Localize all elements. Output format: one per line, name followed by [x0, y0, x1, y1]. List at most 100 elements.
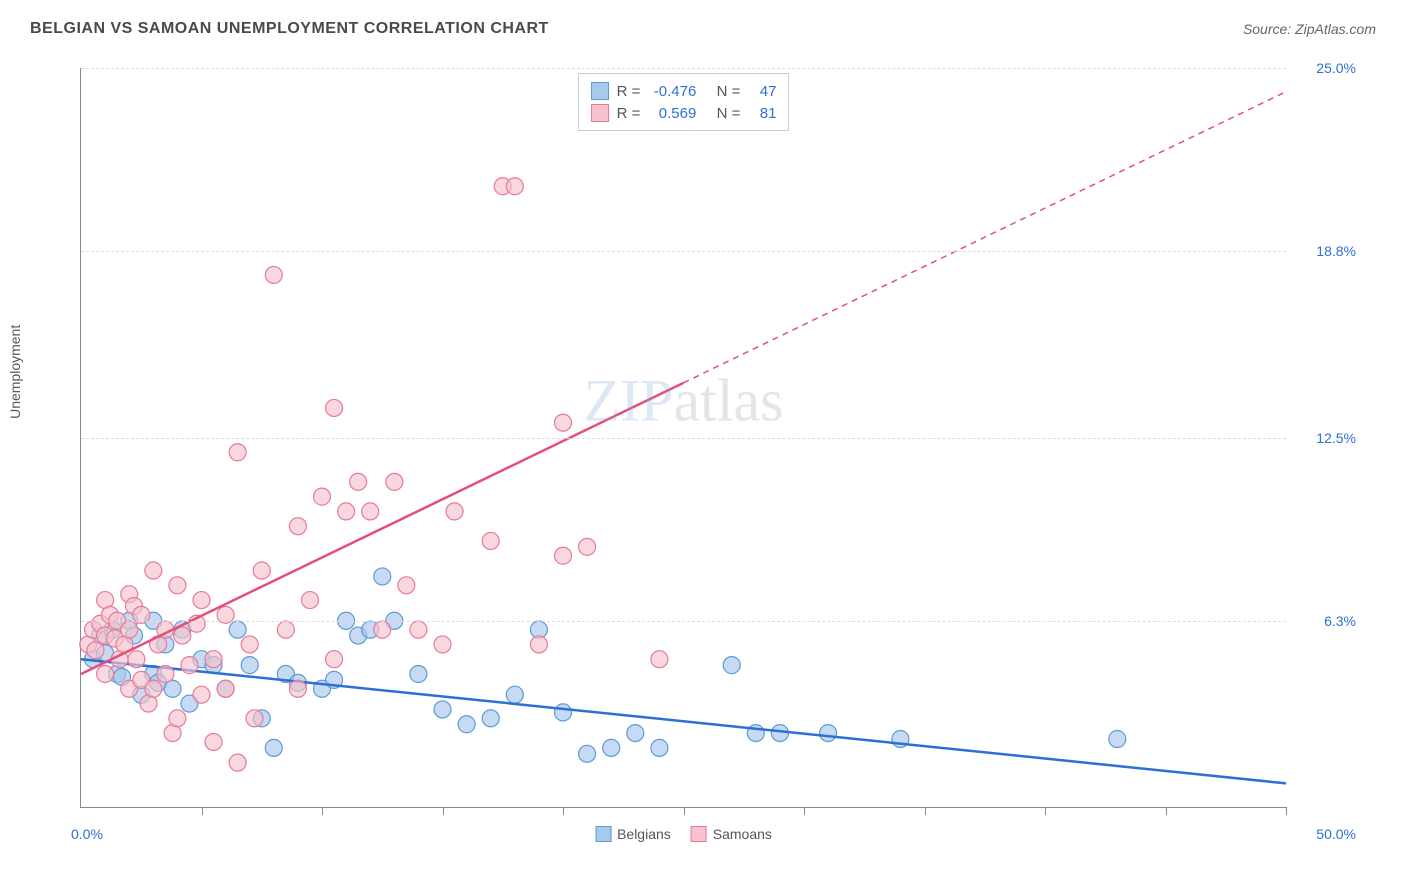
y-tick-label: 6.3% [1324, 613, 1356, 629]
scatter-point [265, 266, 282, 283]
scatter-point [506, 178, 523, 195]
scatter-point [771, 725, 788, 742]
scatter-point [193, 686, 210, 703]
scatter-point [530, 636, 547, 653]
scatter-point [627, 725, 644, 742]
x-tick [925, 807, 926, 815]
legend-swatch [591, 104, 609, 122]
x-tick [684, 807, 685, 815]
scatter-point [128, 651, 145, 668]
scatter-point [555, 547, 572, 564]
scatter-point [277, 621, 294, 638]
scatter-point [241, 657, 258, 674]
scatter-point [169, 710, 186, 727]
legend-label: Samoans [713, 826, 772, 842]
scatter-point [374, 621, 391, 638]
chart-title: BELGIAN VS SAMOAN UNEMPLOYMENT CORRELATI… [30, 20, 549, 38]
grid-line [81, 621, 1286, 622]
scatter-point [410, 621, 427, 638]
scatter-point [121, 621, 138, 638]
scatter-point [289, 518, 306, 535]
scatter-point [350, 473, 367, 490]
scatter-point [458, 716, 475, 733]
legend-stats: R = -0.476 N = 47 [617, 83, 777, 100]
scatter-point [326, 399, 343, 416]
grid-line [81, 251, 1286, 252]
scatter-point [338, 503, 355, 520]
scatter-point [651, 651, 668, 668]
scatter-point [579, 538, 596, 555]
x-tick [804, 807, 805, 815]
scatter-point [398, 577, 415, 594]
x-tick [443, 807, 444, 815]
x-tick [1166, 807, 1167, 815]
x-axis-min-label: 0.0% [71, 826, 103, 842]
scatter-point [145, 680, 162, 697]
scatter-point [555, 704, 572, 721]
scatter-point [482, 532, 499, 549]
scatter-point [1109, 731, 1126, 748]
legend-row: R = 0.569 N = 81 [591, 102, 777, 124]
series-legend: Belgians Samoans [595, 826, 772, 842]
scatter-point [253, 562, 270, 579]
plot-area: R = -0.476 N = 47R = 0.569 N = 81 ZIPatl… [80, 68, 1286, 808]
scatter-point [723, 657, 740, 674]
scatter-point [555, 414, 572, 431]
y-tick-label: 12.5% [1316, 430, 1356, 446]
scatter-point [157, 665, 174, 682]
grid-line [81, 438, 1286, 439]
scatter-point [205, 651, 222, 668]
legend-stats: R = 0.569 N = 81 [617, 105, 777, 122]
legend-swatch [691, 826, 707, 842]
scatter-point [603, 739, 620, 756]
legend-swatch [591, 82, 609, 100]
grid-line [81, 68, 1286, 69]
scatter-point [174, 627, 191, 644]
scatter-point [97, 665, 114, 682]
x-axis-max-label: 50.0% [1316, 826, 1356, 842]
scatter-point [651, 739, 668, 756]
correlation-legend: R = -0.476 N = 47 R = 0.569 N = 81 [578, 73, 790, 131]
trend-line-dashed [684, 92, 1287, 383]
scatter-point [217, 680, 234, 697]
scatter-point [386, 473, 403, 490]
scatter-point [446, 503, 463, 520]
scatter-point [169, 577, 186, 594]
bottom-legend-item: Belgians [595, 826, 671, 842]
x-tick [202, 807, 203, 815]
scatter-point [289, 680, 306, 697]
scatter-point [579, 745, 596, 762]
scatter-point [229, 621, 246, 638]
x-tick [1045, 807, 1046, 815]
scatter-point [229, 444, 246, 461]
scatter-point [265, 739, 282, 756]
scatter-point [362, 503, 379, 520]
scatter-point [229, 754, 246, 771]
legend-row: R = -0.476 N = 47 [591, 80, 777, 102]
scatter-point [434, 636, 451, 653]
source-text: Source: ZipAtlas.com [1243, 21, 1376, 37]
legend-swatch [595, 826, 611, 842]
y-axis-label: Unemployment [7, 325, 23, 419]
x-tick [1286, 807, 1287, 815]
scatter-point [326, 651, 343, 668]
scatter-point [410, 665, 427, 682]
scatter-point [314, 488, 331, 505]
scatter-point [205, 733, 222, 750]
scatter-point [241, 636, 258, 653]
scatter-point [301, 592, 318, 609]
x-tick [322, 807, 323, 815]
scatter-point [506, 686, 523, 703]
scatter-point [820, 725, 837, 742]
chart-container: Unemployment R = -0.476 N = 47R = 0.569 … [30, 48, 1376, 868]
scatter-point [145, 562, 162, 579]
y-tick-label: 25.0% [1316, 60, 1356, 76]
scatter-point [181, 657, 198, 674]
scatter-point [434, 701, 451, 718]
scatter-point [374, 568, 391, 585]
scatter-point [193, 592, 210, 609]
y-tick-label: 18.8% [1316, 243, 1356, 259]
legend-label: Belgians [617, 826, 671, 842]
bottom-legend-item: Samoans [691, 826, 772, 842]
scatter-point [246, 710, 263, 727]
